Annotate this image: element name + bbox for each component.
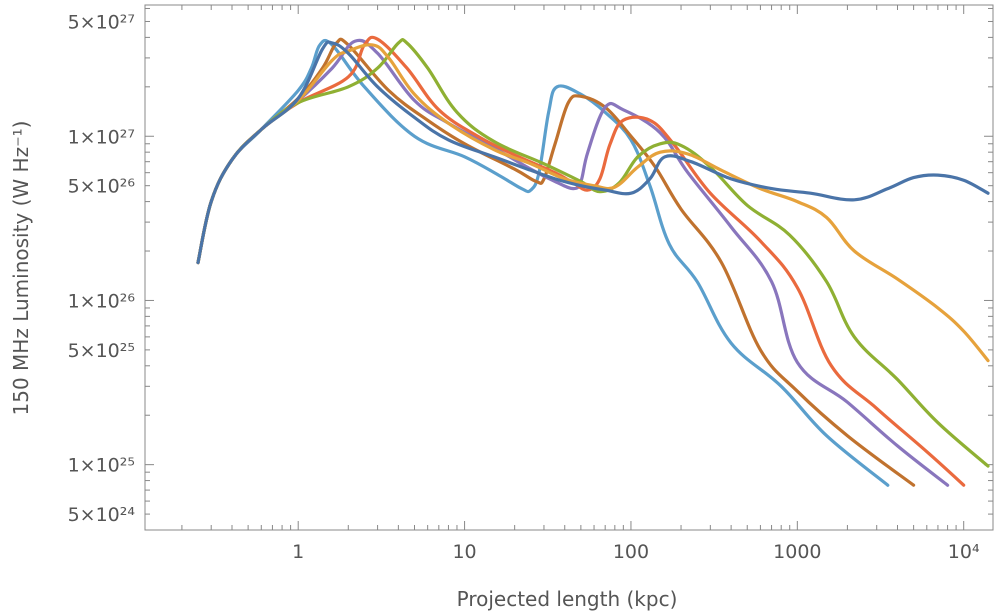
y-tick-label: 1×10²⁵ bbox=[68, 455, 135, 477]
series-line-2 bbox=[196, 43, 990, 363]
x-tick-label: 1 bbox=[292, 541, 304, 563]
x-tick-label: 10 bbox=[452, 541, 476, 563]
x-tick-label: 100 bbox=[613, 541, 649, 563]
series-line-3 bbox=[196, 37, 990, 468]
plot-area-border bbox=[144, 4, 994, 531]
x-tick-label: 1000 bbox=[773, 541, 821, 563]
y-tick-label: 5×10²⁵ bbox=[68, 340, 135, 362]
y-axis-label: 150 MHz Luminosity (W Hz⁻¹) bbox=[9, 121, 33, 416]
series-line-4 bbox=[196, 35, 966, 487]
y-tick-label: 1×10²⁶ bbox=[68, 290, 135, 312]
series-lines bbox=[196, 35, 990, 487]
plot-frame bbox=[144, 4, 994, 531]
axis-ticks: 1 10 100 1000 10⁴ 5×10²⁴ 1×10²⁵ 5×10²⁵ 1×10²⁶ 5×1… bbox=[68, 5, 993, 563]
series-line-5 bbox=[196, 38, 950, 487]
x-tick-label: 10⁴ bbox=[948, 541, 980, 563]
x-axis-label: Projected length (kpc) bbox=[457, 587, 678, 611]
y-tick-label: 1×10²⁷ bbox=[68, 126, 135, 148]
y-tick-label: 5×10²⁴ bbox=[68, 504, 136, 526]
series-line-7 bbox=[196, 38, 890, 487]
y-tick-label: 5×10²⁶ bbox=[68, 176, 135, 198]
series-line-1 bbox=[196, 40, 990, 265]
y-tick-label: 5×10²⁷ bbox=[68, 11, 135, 33]
series-line-6 bbox=[196, 37, 916, 487]
